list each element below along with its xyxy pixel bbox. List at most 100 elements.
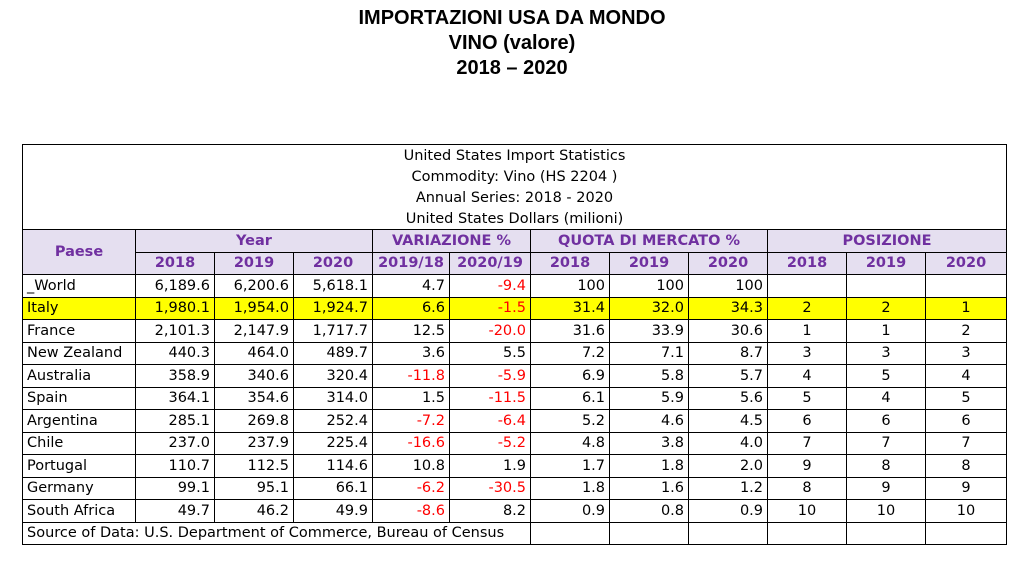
subheader-year-2019: 2019 — [214, 251, 294, 275]
cell-change-2019-18: 4.7 — [372, 274, 450, 298]
table-row: South Africa 49.7 46.2 49.9 -8.6 8.2 0.9 0.8 0.9… — [22, 499, 1007, 523]
cell-share-2019: 100 — [609, 274, 689, 298]
subheader-posizione-2019: 2019 — [846, 251, 926, 275]
cell-rank-2018 — [767, 274, 847, 298]
subheader-variazione-2019-18: 2019/18 — [372, 251, 450, 275]
cell-value-2018: 364.1 — [135, 386, 215, 410]
subheader-variazione-2020-19: 2020/19 — [449, 251, 531, 275]
cell-change-2020-19: 1.9 — [449, 454, 531, 478]
cell-share-2019: 1.6 — [609, 476, 689, 500]
cell-rank-2020: 1 — [925, 296, 1007, 320]
footer-empty-cell — [688, 521, 768, 545]
cell-value-2019: 464.0 — [214, 341, 294, 365]
col-header-paese: Paese — [22, 229, 136, 275]
cell-rank-2019: 6 — [846, 409, 926, 433]
cell-value-2019: 2,147.9 — [214, 319, 294, 343]
cell-value-2020: 252.4 — [293, 409, 373, 433]
cell-share-2019: 1.8 — [609, 454, 689, 478]
cell-share-2020: 1.2 — [688, 476, 768, 500]
subheader-quota-2018: 2018 — [530, 251, 610, 275]
footer-empty-cell — [767, 521, 847, 545]
cell-value-2019: 112.5 — [214, 454, 294, 478]
title-line-3: 2018 – 2020 — [456, 57, 568, 79]
cell-change-2020-19: -5.9 — [449, 364, 531, 388]
cell-rank-2018: 2 — [767, 296, 847, 320]
cell-value-2018: 49.7 — [135, 499, 215, 523]
table-row: Spain 364.1 354.6 314.0 1.5 -11.5 6.1 5.9 5.6 5 4 5 — [22, 386, 1007, 410]
cell-value-2018: 1,980.1 — [135, 296, 215, 320]
cell-country: Australia — [22, 364, 136, 388]
report-title: IMPORTAZIONI USA DA MONDO VINO (valore) … — [0, 6, 1024, 81]
cell-change-2020-19: -30.5 — [449, 476, 531, 500]
cell-change-2019-18: -6.2 — [372, 476, 450, 500]
cell-share-2018: 0.9 — [530, 499, 610, 523]
title-line-1: IMPORTAZIONI USA DA MONDO — [358, 7, 666, 29]
table-row: Chile 237.0 237.9 225.4 -16.6 -5.2 4.8 3.8 4.0 7 7… — [22, 431, 1007, 455]
cell-share-2020: 2.0 — [688, 454, 768, 478]
cell-value-2018: 285.1 — [135, 409, 215, 433]
subheader-quota-2020: 2020 — [688, 251, 768, 275]
subheader-posizione-2018: 2018 — [767, 251, 847, 275]
cell-value-2020: 225.4 — [293, 431, 373, 455]
cell-rank-2020: 2 — [925, 319, 1007, 343]
cell-value-2019: 340.6 — [214, 364, 294, 388]
title-line-2: VINO (valore) — [448, 32, 576, 54]
cell-rank-2020: 9 — [925, 476, 1007, 500]
cell-country: Portugal — [22, 454, 136, 478]
col-header-year: Year — [135, 229, 373, 253]
cell-rank-2020: 6 — [925, 409, 1007, 433]
cell-rank-2019: 7 — [846, 431, 926, 455]
cell-value-2019: 95.1 — [214, 476, 294, 500]
cell-change-2020-19: -9.4 — [449, 274, 531, 298]
cell-country: Italy — [22, 296, 136, 320]
cell-rank-2018: 1 — [767, 319, 847, 343]
cell-value-2019: 237.9 — [214, 431, 294, 455]
cell-rank-2020 — [925, 274, 1007, 298]
header-units-line: United States Dollars (milioni) — [22, 208, 1007, 230]
cell-rank-2018: 8 — [767, 476, 847, 500]
table-row: France 2,101.3 2,147.9 1,717.7 12.5 -20.0 31.6… — [22, 319, 1007, 343]
cell-country: France — [22, 319, 136, 343]
cell-change-2019-18: -16.6 — [372, 431, 450, 455]
cell-change-2019-18: 3.6 — [372, 341, 450, 365]
cell-share-2019: 5.8 — [609, 364, 689, 388]
cell-share-2018: 4.8 — [530, 431, 610, 455]
cell-change-2020-19: -6.4 — [449, 409, 531, 433]
cell-rank-2019: 5 — [846, 364, 926, 388]
cell-value-2019: 269.8 — [214, 409, 294, 433]
cell-share-2018: 6.1 — [530, 386, 610, 410]
table-row: Argentina 285.1 269.8 252.4 -7.2 -6.4 5.2 4.6 4.… — [22, 409, 1007, 433]
cell-change-2020-19: 8.2 — [449, 499, 531, 523]
cell-share-2020: 8.7 — [688, 341, 768, 365]
cell-value-2020: 489.7 — [293, 341, 373, 365]
cell-rank-2018: 10 — [767, 499, 847, 523]
cell-share-2020: 4.5 — [688, 409, 768, 433]
cell-value-2019: 46.2 — [214, 499, 294, 523]
cell-value-2019: 1,954.0 — [214, 296, 294, 320]
subheader-year-2018: 2018 — [135, 251, 215, 275]
cell-country: New Zealand — [22, 341, 136, 365]
cell-change-2019-18: 10.8 — [372, 454, 450, 478]
cell-change-2019-18: -11.8 — [372, 364, 450, 388]
cell-value-2018: 99.1 — [135, 476, 215, 500]
cell-rank-2018: 6 — [767, 409, 847, 433]
source-footer: Source of Data: U.S. Department of Comme… — [22, 521, 531, 545]
cell-rank-2020: 4 — [925, 364, 1007, 388]
cell-rank-2018: 9 — [767, 454, 847, 478]
cell-rank-2020: 8 — [925, 454, 1007, 478]
cell-change-2019-18: 12.5 — [372, 319, 450, 343]
header-commodity-line: Commodity: Vino (HS 2204 ) — [22, 166, 1007, 187]
footer-empty-cell — [846, 521, 926, 545]
cell-change-2020-19: -1.5 — [449, 296, 531, 320]
header-source-line: United States Import Statistics — [22, 144, 1007, 166]
cell-change-2020-19: 5.5 — [449, 341, 531, 365]
cell-value-2020: 1,924.7 — [293, 296, 373, 320]
cell-share-2019: 33.9 — [609, 319, 689, 343]
cell-share-2019: 5.9 — [609, 386, 689, 410]
cell-share-2019: 32.0 — [609, 296, 689, 320]
subheader-posizione-2020: 2020 — [925, 251, 1007, 275]
header-series-line: Annual Series: 2018 - 2020 — [22, 187, 1007, 208]
col-header-quota: QUOTA DI MERCATO % — [530, 229, 768, 253]
cell-value-2019: 6,200.6 — [214, 274, 294, 298]
cell-share-2018: 100 — [530, 274, 610, 298]
